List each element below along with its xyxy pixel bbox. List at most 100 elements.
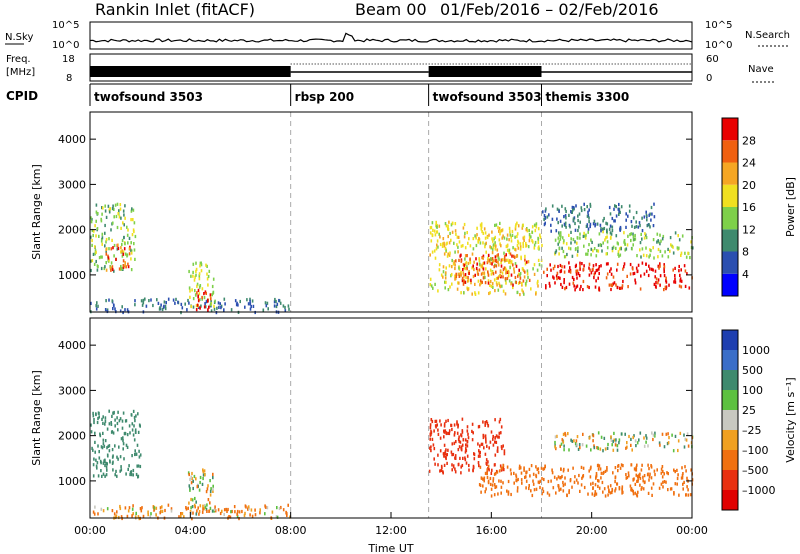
power-cell-7 <box>657 278 660 282</box>
power-cell-8 <box>669 236 672 240</box>
power-cell-5 <box>444 286 446 290</box>
power-cell-9 <box>618 212 620 216</box>
velocity-cell-3 <box>494 436 497 440</box>
power-cell-8 <box>670 243 672 247</box>
power-cell-9 <box>605 221 607 225</box>
power-cell-7 <box>595 263 597 267</box>
velocity-cell-0 <box>122 411 125 415</box>
power-cell-5 <box>484 236 487 240</box>
velocity-cell-4 <box>510 472 512 476</box>
velocity-cell-4 <box>667 472 669 476</box>
velocity-cell-0 <box>121 419 124 423</box>
power-cell-3 <box>196 284 198 288</box>
power-cell-2 <box>273 304 276 308</box>
power-cell-3 <box>211 284 214 289</box>
velocity-cell-1 <box>212 472 214 476</box>
velocity-cell-0 <box>96 466 98 470</box>
power-cell-5 <box>463 266 466 270</box>
power-cell-0 <box>133 221 136 225</box>
velocity-cell-3 <box>444 429 447 433</box>
power-colorbar-tick-5: 24 <box>742 157 756 170</box>
power-cell-5 <box>501 229 503 233</box>
velocity-cell-1 <box>188 484 191 488</box>
power-cell-8 <box>585 252 587 256</box>
velocity-cell-4 <box>494 472 497 476</box>
power-cell-7 <box>659 274 662 278</box>
power-cell-9 <box>639 224 641 228</box>
power-cell-9 <box>570 210 572 214</box>
velocity-cell-1 <box>189 477 191 481</box>
velocity-cell-2 <box>243 513 246 518</box>
power-cell-5 <box>512 246 514 250</box>
velocity-cell-2 <box>217 508 220 512</box>
power-cell-7 <box>598 286 600 290</box>
velocity-cell-3 <box>500 468 503 472</box>
power-cell-0 <box>123 213 125 217</box>
velocity-cell-4 <box>517 477 519 482</box>
velocity-cell-4 <box>533 488 536 492</box>
power-cell-8 <box>561 246 563 250</box>
power-cell-6 <box>481 256 483 260</box>
power-cell-7 <box>549 263 551 267</box>
velocity-cell-4 <box>616 482 618 486</box>
velocity-cell-3 <box>457 448 460 452</box>
velocity-cell-2 <box>132 504 134 508</box>
power-cell-5 <box>493 243 496 247</box>
power-cell-7 <box>663 274 666 278</box>
power-cell-7 <box>593 276 595 280</box>
power-cell-8 <box>611 249 614 253</box>
power-cell-2 <box>156 298 158 302</box>
velocity-cell-0 <box>137 412 139 416</box>
power-cell-5 <box>490 246 492 250</box>
velocity-cell-0 <box>126 445 129 449</box>
power-cell-6 <box>473 260 475 264</box>
power-cell-8 <box>588 243 590 247</box>
velocity-cell-2 <box>198 510 201 514</box>
power-colorbar-block-6 <box>722 140 738 163</box>
power-cell-9 <box>583 202 585 206</box>
power-cell-5 <box>448 220 450 224</box>
velocity-cell-1 <box>212 489 214 493</box>
power-cell-1 <box>110 247 113 251</box>
velocity-cell-3 <box>460 447 463 451</box>
power-cell-5 <box>489 291 491 295</box>
power-cell-7 <box>588 273 591 277</box>
power-cell-0 <box>91 238 93 243</box>
power-cell-7 <box>594 285 597 289</box>
power-cell-6 <box>463 263 466 267</box>
power-cell-9 <box>571 210 573 214</box>
velocity-cell-3 <box>439 469 441 473</box>
velocity-cell-2 <box>241 509 243 514</box>
power-cell-8 <box>626 243 629 247</box>
power-cell-7 <box>654 284 657 288</box>
velocity-cell-3 <box>472 431 474 435</box>
power-cell-0 <box>101 232 104 236</box>
velocity-cell-0 <box>123 457 125 461</box>
power-cell-5 <box>430 225 433 230</box>
power-cell-8 <box>633 237 636 241</box>
power-cell-7 <box>586 285 589 289</box>
power-cell-8 <box>625 247 628 251</box>
power-cell-9 <box>575 204 577 208</box>
power-cell-0 <box>108 247 110 251</box>
velocity-cell-4 <box>651 493 653 497</box>
power-cell-5 <box>442 242 444 246</box>
power-cell-5 <box>464 267 466 271</box>
power-cell-8 <box>609 231 612 235</box>
power-cell-5 <box>533 246 536 250</box>
power-cell-6 <box>487 270 489 274</box>
velocity-cell-2 <box>189 509 192 514</box>
power-cell-6 <box>491 282 494 286</box>
power-cell-7 <box>553 276 555 280</box>
power-cell-5 <box>442 275 444 279</box>
power-cell-0 <box>95 210 98 214</box>
power-cell-2 <box>204 305 207 309</box>
power-cell-5 <box>509 233 512 237</box>
power-cell-5 <box>454 274 456 278</box>
velocity-cell-4 <box>608 489 610 493</box>
velocity-cell-3 <box>465 461 468 465</box>
velocity-cell-4 <box>676 482 678 486</box>
velocity-cell-3 <box>480 442 483 446</box>
power-cell-5 <box>479 241 482 245</box>
velocity-cell-1 <box>206 503 208 507</box>
